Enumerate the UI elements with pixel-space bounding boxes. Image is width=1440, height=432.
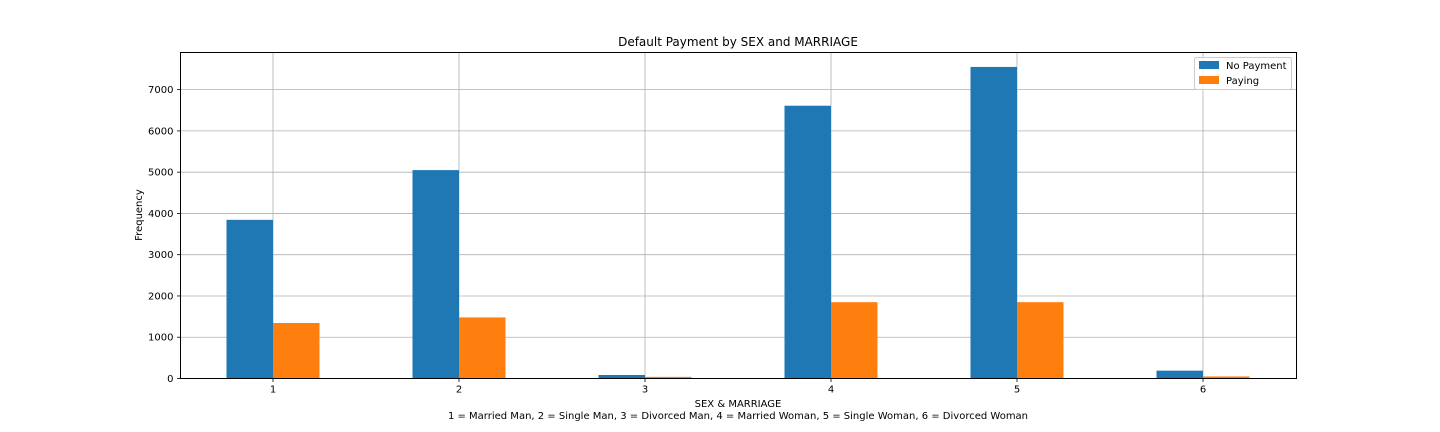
x-tick-label: 1 [270, 385, 276, 396]
y-tick-label: 2000 [148, 291, 173, 302]
legend-swatch-no-payment [1199, 61, 1219, 69]
legend-label-paying: Paying [1226, 76, 1259, 87]
x-tick-label: 4 [828, 385, 834, 396]
grid-layer [180, 52, 1297, 379]
x-axis: 1 2 3 4 5 6 [270, 378, 1206, 396]
legend-swatch-paying [1199, 76, 1219, 84]
x-tick-label: 3 [642, 385, 648, 396]
x-tick-label: 6 [1200, 385, 1206, 396]
chart-title: Default Payment by SEX and MARRIAGE [618, 35, 858, 49]
bar-no-payment [970, 66, 1017, 379]
plot-frame [180, 52, 1297, 379]
bar-no-payment [598, 374, 645, 379]
y-axis-label: Frequency [134, 189, 145, 241]
bar-paying [831, 302, 878, 379]
bar-paying [1203, 376, 1250, 379]
bar-paying [1017, 302, 1064, 379]
bar-no-payment [1156, 370, 1203, 379]
legend-label-no-payment: No Payment [1226, 61, 1287, 72]
legend: No Payment Paying [1194, 57, 1292, 90]
x-tick-label: 2 [456, 385, 462, 396]
bar-no-payment [784, 105, 831, 379]
y-tick-label: 7000 [148, 85, 173, 96]
y-tick-label: 6000 [148, 126, 173, 137]
bars-layer [226, 66, 1250, 379]
x-axis-note: 1 = Married Man, 2 = Single Man, 3 = Div… [448, 411, 1028, 422]
y-axis: 0 1000 2000 3000 4000 5000 6000 7000 [148, 85, 181, 385]
bar-no-payment [412, 170, 459, 379]
y-tick-label: 3000 [148, 250, 173, 261]
x-tick-label: 5 [1014, 385, 1020, 396]
bar-paying [459, 317, 506, 379]
y-tick-label: 5000 [148, 168, 173, 179]
y-tick-label: 4000 [148, 209, 173, 220]
y-tick-label: 0 [167, 374, 173, 385]
bar-paying [645, 376, 692, 379]
bar-paying [273, 322, 320, 379]
bar-no-payment [226, 219, 273, 379]
y-tick-label: 1000 [148, 333, 173, 344]
x-axis-label: SEX & MARRIAGE [695, 399, 782, 410]
